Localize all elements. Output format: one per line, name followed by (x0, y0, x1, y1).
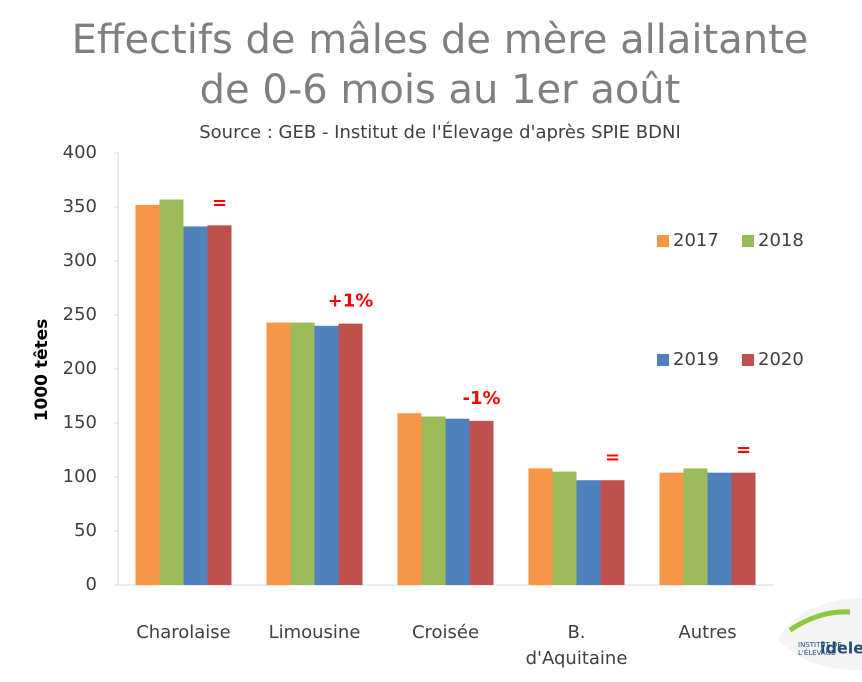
bar (683, 468, 708, 585)
logo-shape (778, 598, 862, 671)
annotation: = (605, 447, 620, 468)
x-tick-label: Limousine (269, 622, 361, 643)
annotation: = (212, 192, 227, 213)
bar (659, 472, 684, 585)
y-axis-title: 1000 têtes (32, 319, 52, 422)
logo: INSTITUT DE L'ÉLEVAGE idele (778, 598, 862, 671)
x-tick-label: B. d'Aquitaine (526, 622, 628, 669)
y-tick-label: 250 (63, 304, 97, 325)
y-tick-label: 50 (74, 520, 97, 541)
bar (445, 418, 470, 585)
bar (207, 225, 232, 586)
chart-title: Effectifs de mâles de mère allaitante (72, 17, 809, 63)
bar (314, 325, 339, 585)
bar (159, 199, 184, 585)
y-tick-label: 350 (63, 196, 97, 217)
logo-brand: idele (820, 639, 862, 658)
annotation: -1% (462, 388, 500, 409)
legend-swatch (657, 354, 669, 366)
y-tick-label: 400 (63, 142, 97, 163)
bar (421, 416, 446, 585)
logo-text: INSTITUT DE (798, 641, 842, 649)
y-tick-label: 300 (63, 250, 97, 271)
bar (731, 472, 756, 585)
logo-text: L'ÉLEVAGE (798, 648, 835, 657)
bar (528, 468, 553, 585)
bar (397, 413, 422, 585)
legend-label: 2017 (673, 230, 719, 251)
legend-swatch (742, 235, 754, 247)
y-tick-label: 200 (63, 358, 97, 379)
annotation: = (736, 440, 751, 461)
bar (552, 471, 577, 585)
legend-label: 2020 (758, 349, 804, 370)
legend-label: 2018 (758, 230, 804, 251)
y-tick-label: 100 (63, 466, 97, 487)
bar (290, 322, 315, 585)
chart-title: de 0-6 mois au 1er août (200, 67, 681, 113)
legend-label: 2019 (673, 349, 719, 370)
annotation: +1% (328, 291, 374, 312)
x-tick-label: Autres (678, 622, 736, 643)
bar (183, 226, 208, 585)
y-tick-label: 150 (63, 412, 97, 433)
legend-swatch (742, 354, 754, 366)
bar (135, 204, 160, 585)
bar (600, 480, 625, 585)
x-tick-label: Charolaise (136, 622, 231, 643)
bar (338, 323, 363, 585)
chart-subtitle: Source : GEB - Institut de l'Élevage d'a… (199, 121, 681, 143)
x-tick-label: Croisée (412, 622, 479, 643)
bar (576, 480, 601, 585)
legend-swatch (657, 235, 669, 247)
bar (707, 472, 732, 585)
bar (266, 322, 291, 585)
y-tick-label: 0 (86, 574, 97, 595)
bar (469, 420, 494, 585)
logo-swoosh (788, 609, 851, 633)
